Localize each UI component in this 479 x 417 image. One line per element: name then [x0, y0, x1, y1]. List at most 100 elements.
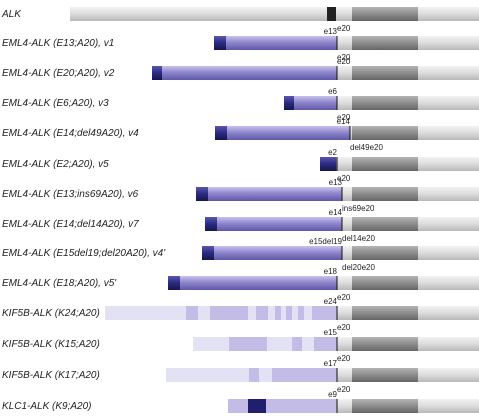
kif5b-seg-10-1 — [186, 306, 198, 320]
alk-tail-seg-7 — [418, 217, 479, 231]
alk-dark-seg-0 — [352, 7, 418, 21]
tag-9-0: e18 — [324, 267, 338, 276]
fusion-bar-8 — [202, 246, 342, 260]
row-label-2: EML4-ALK (E20;A20), v2 — [2, 68, 115, 79]
kif5b-seg-11-1 — [229, 337, 267, 351]
row-label-9: EML4-ALK (E18;A20), v5' — [2, 278, 117, 289]
alk-tail-seg-2 — [418, 66, 479, 80]
alk-dark-seg-4 — [352, 126, 418, 140]
tag-10-0: e24 — [324, 297, 338, 306]
fusion-bar-9 — [168, 276, 337, 290]
alk-dark-seg-2 — [352, 66, 418, 80]
fusion-cap2-5 — [326, 157, 336, 171]
alk-dark-seg-6 — [352, 187, 418, 201]
tag-13-0: e9 — [328, 390, 337, 399]
fusion-bar-2 — [152, 66, 337, 80]
tag-6-0: e13 — [329, 178, 343, 187]
alk-light-seg-13 — [337, 399, 352, 413]
tag-12-1: e20 — [337, 385, 351, 394]
tag-9-1: e20 — [337, 293, 351, 302]
alk-light-seg-7 — [342, 217, 352, 231]
alk-exon20-block — [327, 7, 336, 21]
row-label-11: KIF5B-ALK (K15;A20) — [2, 339, 100, 350]
fusion-cap-7 — [205, 217, 217, 231]
row-label-4: EML4-ALK (E14;del49A20), v4 — [2, 128, 139, 139]
klc1-dark-block — [248, 399, 266, 413]
alk-light-seg-6 — [342, 187, 352, 201]
row-label-0: ALK — [1, 9, 22, 20]
alk-light-seg-10 — [337, 306, 352, 320]
alk-dark-seg-11 — [352, 337, 418, 351]
tag-5-1: e20 — [337, 174, 351, 183]
alk-tail-seg-13 — [418, 399, 479, 413]
tag-8-0: e15del19 — [309, 237, 342, 246]
row-label-12: KIF5B-ALK (K17;A20) — [2, 370, 100, 381]
alk-light-seg-11 — [337, 337, 352, 351]
alk-light-seg-9 — [337, 276, 352, 290]
alk-tail-seg-0 — [418, 7, 479, 21]
fusion-bar-6 — [196, 187, 342, 201]
tag-11-1: e20 — [337, 354, 351, 363]
fusion-cap-9 — [168, 276, 180, 290]
row-label-8: EML4-ALK (E15del19;del20A20), v4' — [2, 248, 166, 259]
tag-4-1: del49e20 — [350, 143, 383, 152]
alk-tail-seg-6 — [418, 187, 479, 201]
tag-7-1: del14e20 — [342, 234, 375, 243]
alk-dark-seg-9 — [352, 276, 418, 290]
fusion-bar-3 — [284, 96, 337, 110]
row-label-1: EML4-ALK (E13;A20), v1 — [2, 38, 114, 49]
tag-5-0: e2 — [328, 148, 337, 157]
fusion-bar-4 — [215, 126, 350, 140]
alk-tail-seg-8 — [418, 246, 479, 260]
kif5b-seg-12-2 — [272, 368, 330, 382]
alk-tail-seg-11 — [418, 337, 479, 351]
tag-3-1: e20 — [337, 113, 351, 122]
tag-6-1: ins69e20 — [342, 204, 375, 213]
alk-dark-seg-10 — [352, 306, 418, 320]
tag-1-0: e13 — [324, 27, 338, 36]
row-label-7: EML4-ALK (E14;del14A20), v7 — [2, 219, 139, 230]
tag-3-0: e6 — [328, 87, 337, 96]
fusion-cap-2 — [152, 66, 162, 80]
kif5b-seg-12-1 — [249, 368, 259, 382]
klc1-bar — [228, 399, 337, 413]
alk-light-seg-4 — [350, 126, 352, 140]
fusion-cap-3 — [284, 96, 294, 110]
alk-dark-seg-7 — [352, 217, 418, 231]
alk-light-seg-0b — [337, 7, 352, 21]
fusion-cap-6 — [196, 187, 208, 201]
alk-light-seg-5 — [337, 157, 352, 171]
fusion-bar-7 — [205, 217, 342, 231]
tag-0-0: e20 — [337, 24, 351, 33]
alk-tail-seg-5 — [418, 157, 479, 171]
alk-dark-seg-1 — [352, 36, 418, 50]
kif5b-seg-10-3 — [256, 306, 268, 320]
kif5b-seg-11-3 — [314, 337, 337, 351]
alk-light-seg-8 — [342, 246, 352, 260]
fusion-bar-1 — [214, 36, 337, 50]
tag-8-1: del20e20 — [342, 263, 375, 272]
kif5b-seg-12-3 — [330, 368, 337, 382]
alk-dark-seg-13 — [352, 399, 418, 413]
fusion-cap-8 — [202, 246, 214, 260]
alk-light-seg-12 — [337, 368, 352, 382]
alk-dark-seg-12 — [352, 368, 418, 382]
alk-head-seg — [70, 7, 337, 21]
row-label-13: KLC1-ALK (K9;A20) — [2, 401, 92, 412]
alk-tail-seg-4 — [418, 126, 479, 140]
kif5b-seg-10-4 — [275, 306, 281, 320]
alk-tail-seg-9 — [418, 276, 479, 290]
tag-10-1: e20 — [337, 323, 351, 332]
fusion-cap-4 — [215, 126, 227, 140]
alk-dark-seg-5 — [352, 157, 418, 171]
alk-light-seg-1 — [337, 36, 352, 50]
kif5b-seg-11-2 — [292, 337, 302, 351]
alk-tail-seg-1 — [418, 36, 479, 50]
row-label-3: EML4-ALK (E6;A20), v3 — [2, 98, 109, 109]
row-label-10: KIF5B-ALK (K24;A20) — [2, 308, 100, 319]
tag-1-1: e20 — [337, 53, 351, 62]
kif5b-seg-10-6 — [298, 306, 304, 320]
tag-11-0: e15 — [324, 328, 338, 337]
